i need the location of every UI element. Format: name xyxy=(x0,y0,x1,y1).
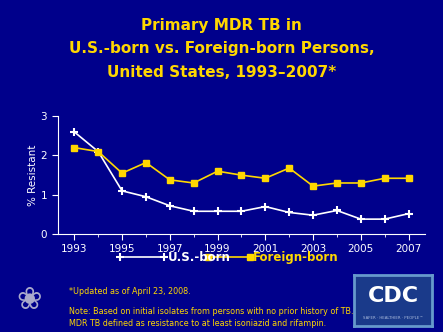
Text: *Updated as of April 23, 2008.: *Updated as of April 23, 2008. xyxy=(69,287,190,296)
Text: MDR TB defined as resistance to at least isoniazid and rifampin.: MDR TB defined as resistance to at least… xyxy=(69,319,326,328)
Foreign-born xyxy=(215,169,220,173)
U.S.-born xyxy=(96,149,101,153)
Foreign-born xyxy=(311,184,316,188)
Line: U.S.-born: U.S.-born xyxy=(70,128,413,223)
U.S.-born xyxy=(358,217,363,221)
Foreign-born xyxy=(334,181,340,185)
Foreign-born xyxy=(191,181,196,185)
Foreign-born xyxy=(239,173,244,177)
Text: SAFER · HEALTHIER · PEOPLE™: SAFER · HEALTHIER · PEOPLE™ xyxy=(363,316,423,320)
Text: United States, 1993–2007*: United States, 1993–2007* xyxy=(107,65,336,80)
U.S.-born xyxy=(72,130,77,134)
U.S.-born xyxy=(120,189,125,193)
U.S.-born xyxy=(263,205,268,208)
Text: U.S.-born vs. Foreign-born Persons,: U.S.-born vs. Foreign-born Persons, xyxy=(69,42,374,56)
U.S.-born xyxy=(191,209,196,213)
Text: U.S.-born: U.S.-born xyxy=(168,251,231,264)
Foreign-born xyxy=(96,149,101,153)
Foreign-born xyxy=(382,176,387,180)
Foreign-born xyxy=(72,146,77,150)
U.S.-born xyxy=(334,208,340,212)
Foreign-born xyxy=(287,166,292,170)
U.S.-born xyxy=(215,209,220,213)
U.S.-born xyxy=(382,217,387,221)
Text: Foreign-born: Foreign-born xyxy=(253,251,338,264)
Text: Note: Based on initial isolates from persons with no prior history of TB.: Note: Based on initial isolates from per… xyxy=(69,307,353,316)
U.S.-born xyxy=(167,204,172,208)
Foreign-born xyxy=(143,161,148,165)
Y-axis label: % Resistant: % Resistant xyxy=(28,144,38,206)
U.S.-born xyxy=(239,209,244,213)
U.S.-born xyxy=(311,213,316,217)
U.S.-born xyxy=(143,195,148,199)
Line: Foreign-born: Foreign-born xyxy=(71,145,412,189)
U.S.-born xyxy=(287,210,292,214)
U.S.-born xyxy=(406,211,411,215)
Text: Primary MDR TB in: Primary MDR TB in xyxy=(141,18,302,33)
Text: CDC: CDC xyxy=(368,286,419,306)
Foreign-born xyxy=(406,176,411,180)
Foreign-born xyxy=(263,176,268,180)
Foreign-born xyxy=(167,178,172,182)
Foreign-born xyxy=(120,171,125,175)
Foreign-born xyxy=(358,181,363,185)
Text: ❀: ❀ xyxy=(16,286,42,315)
